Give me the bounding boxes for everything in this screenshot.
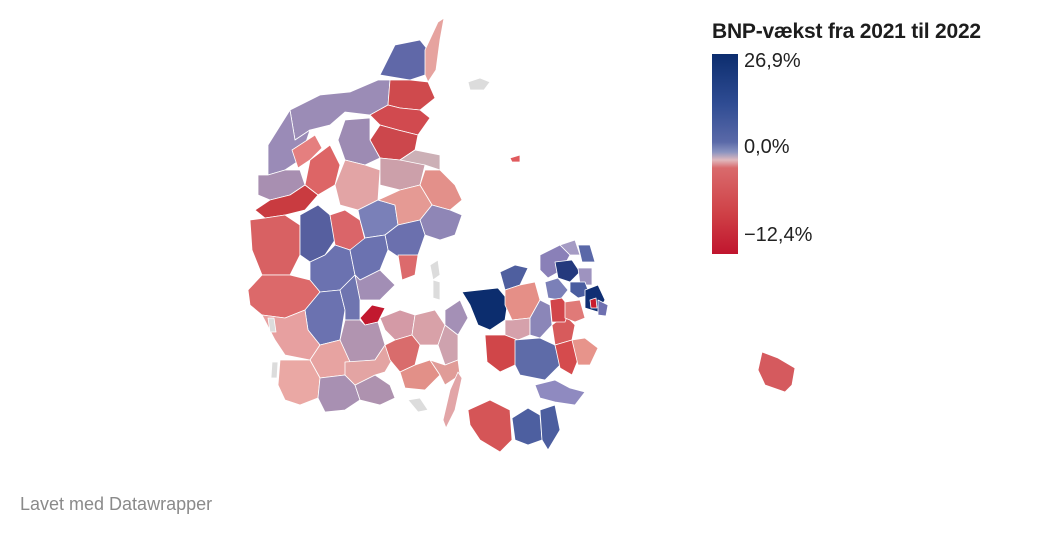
municipality-laeso <box>467 77 491 91</box>
color-legend: BNP-vækst fra 2021 til 2022 26,9% 0,0% −… <box>712 20 1032 254</box>
municipality-odsherred[interactable] <box>499 264 529 291</box>
municipality-fyn-assens[interactable] <box>384 334 421 373</box>
municipality-tonder[interactable] <box>277 359 321 406</box>
municipality-aero <box>407 397 429 413</box>
municipality-guldborgsund-e[interactable] <box>539 404 561 451</box>
municipality-copenhagen-hotspot[interactable] <box>589 297 598 309</box>
municipality-slagelse[interactable] <box>484 334 519 373</box>
municipality-bornholm[interactable] <box>757 351 796 393</box>
municipality-tuno-samso-grey <box>432 279 441 301</box>
municipality-frederikshavn-n[interactable] <box>379 39 429 81</box>
municipality-syddjurs-purple[interactable] <box>419 204 463 241</box>
legend-gradient-bar <box>712 54 738 254</box>
municipality-fano <box>267 317 277 333</box>
municipality-anholt[interactable] <box>509 154 521 163</box>
footer-credit: Lavet med Datawrapper <box>20 494 213 514</box>
municipality-vesthimmerland-purple[interactable] <box>337 117 381 166</box>
municipality-fyn-kerteminde[interactable] <box>444 299 469 336</box>
municipality-kalundborg[interactable] <box>461 287 509 331</box>
municipality-fyn-nyborg[interactable] <box>437 324 459 366</box>
municipality-rebild-mauve[interactable] <box>399 149 441 171</box>
municipality-helsingor[interactable] <box>577 244 596 263</box>
municipality-viborg-pink[interactable] <box>334 159 381 211</box>
municipality-egedal[interactable] <box>544 277 569 301</box>
municipality-mors[interactable] <box>291 134 323 169</box>
municipality-romo <box>270 361 279 379</box>
municipality-samso <box>429 259 441 281</box>
municipality-hjorring-red[interactable] <box>387 79 436 111</box>
legend-body: 26,9% 0,0% −12,4% <box>712 50 1032 254</box>
municipality-naestved[interactable] <box>514 337 561 381</box>
municipality-skagen-east[interactable] <box>424 17 445 83</box>
municipality-ringkobing[interactable] <box>249 214 301 276</box>
municipality-hillerod[interactable] <box>554 259 581 283</box>
legend-min-label: −12,4% <box>744 224 813 246</box>
municipality-greve[interactable] <box>564 299 586 323</box>
municipality-jammerbugt[interactable] <box>289 79 391 141</box>
legend-max-label: 26,9% <box>744 50 801 72</box>
municipality-guldborgsund-w[interactable] <box>511 407 543 446</box>
legend-title: BNP-vækst fra 2021 til 2022 <box>712 20 981 43</box>
municipality-vordingborg[interactable] <box>534 379 586 406</box>
municipality-odder-red[interactable] <box>397 254 419 281</box>
municipality-stevns[interactable] <box>571 337 599 366</box>
municipality-amager[interactable] <box>597 299 609 317</box>
legend-mid-label: 0,0% <box>744 136 790 158</box>
municipality-aarhus-blue[interactable] <box>384 219 426 259</box>
municipality-haderslev[interactable] <box>344 344 396 386</box>
municipality-langeland[interactable] <box>442 371 463 429</box>
municipality-lolland[interactable] <box>467 399 513 453</box>
municipality-fredensborg[interactable] <box>577 267 593 286</box>
